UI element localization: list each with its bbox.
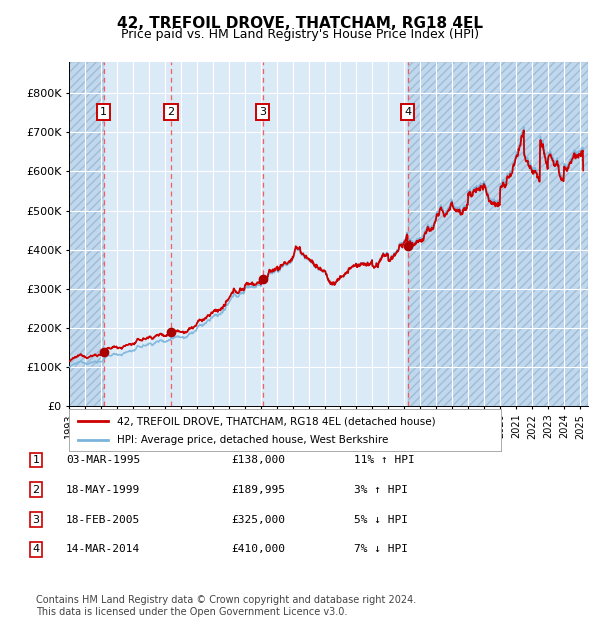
Text: Contains HM Land Registry data © Crown copyright and database right 2024.
This d: Contains HM Land Registry data © Crown c… — [36, 595, 416, 617]
Text: 03-MAR-1995: 03-MAR-1995 — [66, 455, 140, 465]
Text: £138,000: £138,000 — [231, 455, 285, 465]
Text: 42, TREFOIL DROVE, THATCHAM, RG18 4EL: 42, TREFOIL DROVE, THATCHAM, RG18 4EL — [117, 16, 483, 30]
Text: 18-MAY-1999: 18-MAY-1999 — [66, 485, 140, 495]
Text: 4: 4 — [32, 544, 40, 554]
Text: £189,995: £189,995 — [231, 485, 285, 495]
Text: 42, TREFOIL DROVE, THATCHAM, RG18 4EL (detached house): 42, TREFOIL DROVE, THATCHAM, RG18 4EL (d… — [116, 416, 435, 426]
Text: 4: 4 — [404, 107, 411, 117]
Text: 18-FEB-2005: 18-FEB-2005 — [66, 515, 140, 525]
Text: 14-MAR-2014: 14-MAR-2014 — [66, 544, 140, 554]
Text: 5% ↓ HPI: 5% ↓ HPI — [354, 515, 408, 525]
Text: £325,000: £325,000 — [231, 515, 285, 525]
Text: 2: 2 — [167, 107, 175, 117]
Text: 3% ↑ HPI: 3% ↑ HPI — [354, 485, 408, 495]
Text: 11% ↑ HPI: 11% ↑ HPI — [354, 455, 415, 465]
Text: 2: 2 — [32, 485, 40, 495]
Text: 3: 3 — [32, 515, 40, 525]
Text: 3: 3 — [259, 107, 266, 117]
Text: £410,000: £410,000 — [231, 544, 285, 554]
Text: 1: 1 — [32, 455, 40, 465]
Text: Price paid vs. HM Land Registry's House Price Index (HPI): Price paid vs. HM Land Registry's House … — [121, 28, 479, 41]
Text: 1: 1 — [100, 107, 107, 117]
Text: HPI: Average price, detached house, West Berkshire: HPI: Average price, detached house, West… — [116, 435, 388, 445]
Text: 7% ↓ HPI: 7% ↓ HPI — [354, 544, 408, 554]
